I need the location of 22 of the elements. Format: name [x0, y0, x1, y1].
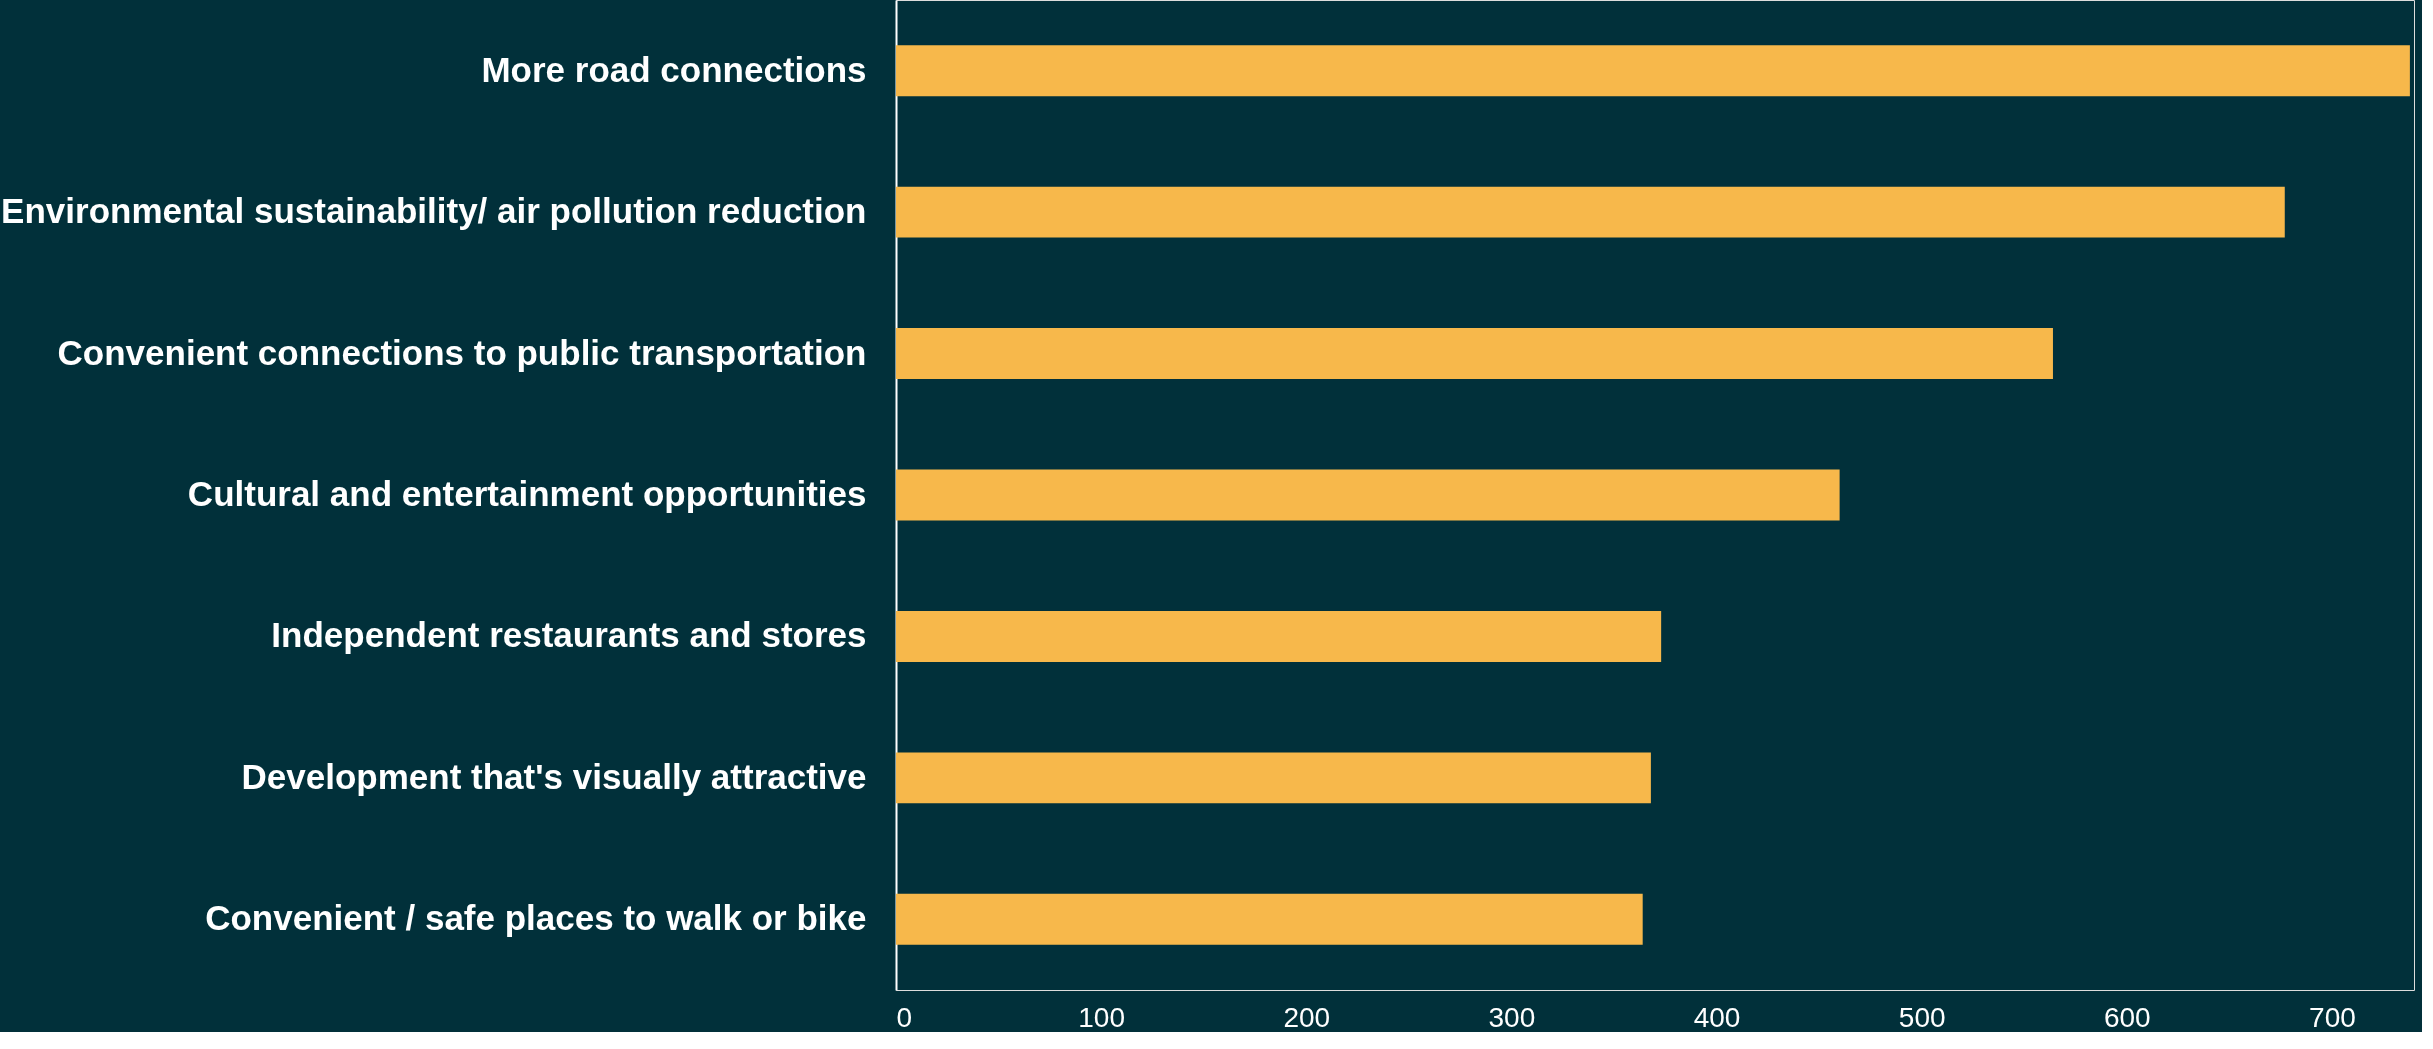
x-tick-label: 400 — [1693, 1001, 1741, 1033]
x-tick-label: 0 — [896, 1001, 913, 1033]
y-tick-label: Convenient connections to public transportation — [57, 332, 867, 372]
x-tick-label: 300 — [1488, 1001, 1536, 1033]
bar — [896, 893, 1643, 945]
y-tick-label: Cultural and entertainment opportunities — [187, 474, 867, 513]
y-tick-label: Development that's visually attractive — [241, 756, 867, 796]
bar — [896, 752, 1651, 804]
bar — [896, 186, 2285, 238]
bar — [896, 45, 2410, 97]
y-tick-label: More road connections — [481, 49, 867, 89]
y-tick-label: Environmental sustainability/ air pollution reduction — [1, 191, 867, 231]
x-tick-label: 600 — [2103, 1001, 2151, 1033]
x-tick-label: 700 — [2309, 1001, 2356, 1033]
bar — [896, 469, 1840, 521]
bar — [896, 610, 1662, 662]
y-tick-label: Independent restaurants and stores — [271, 615, 867, 655]
y-tick-label: Convenient / safe places to walk or bike — [205, 898, 867, 938]
x-tick-label: 200 — [1283, 1001, 1331, 1033]
x-tick-label: 500 — [1898, 1001, 1946, 1033]
x-tick-label: 100 — [1078, 1001, 1125, 1033]
bar — [896, 328, 2053, 380]
